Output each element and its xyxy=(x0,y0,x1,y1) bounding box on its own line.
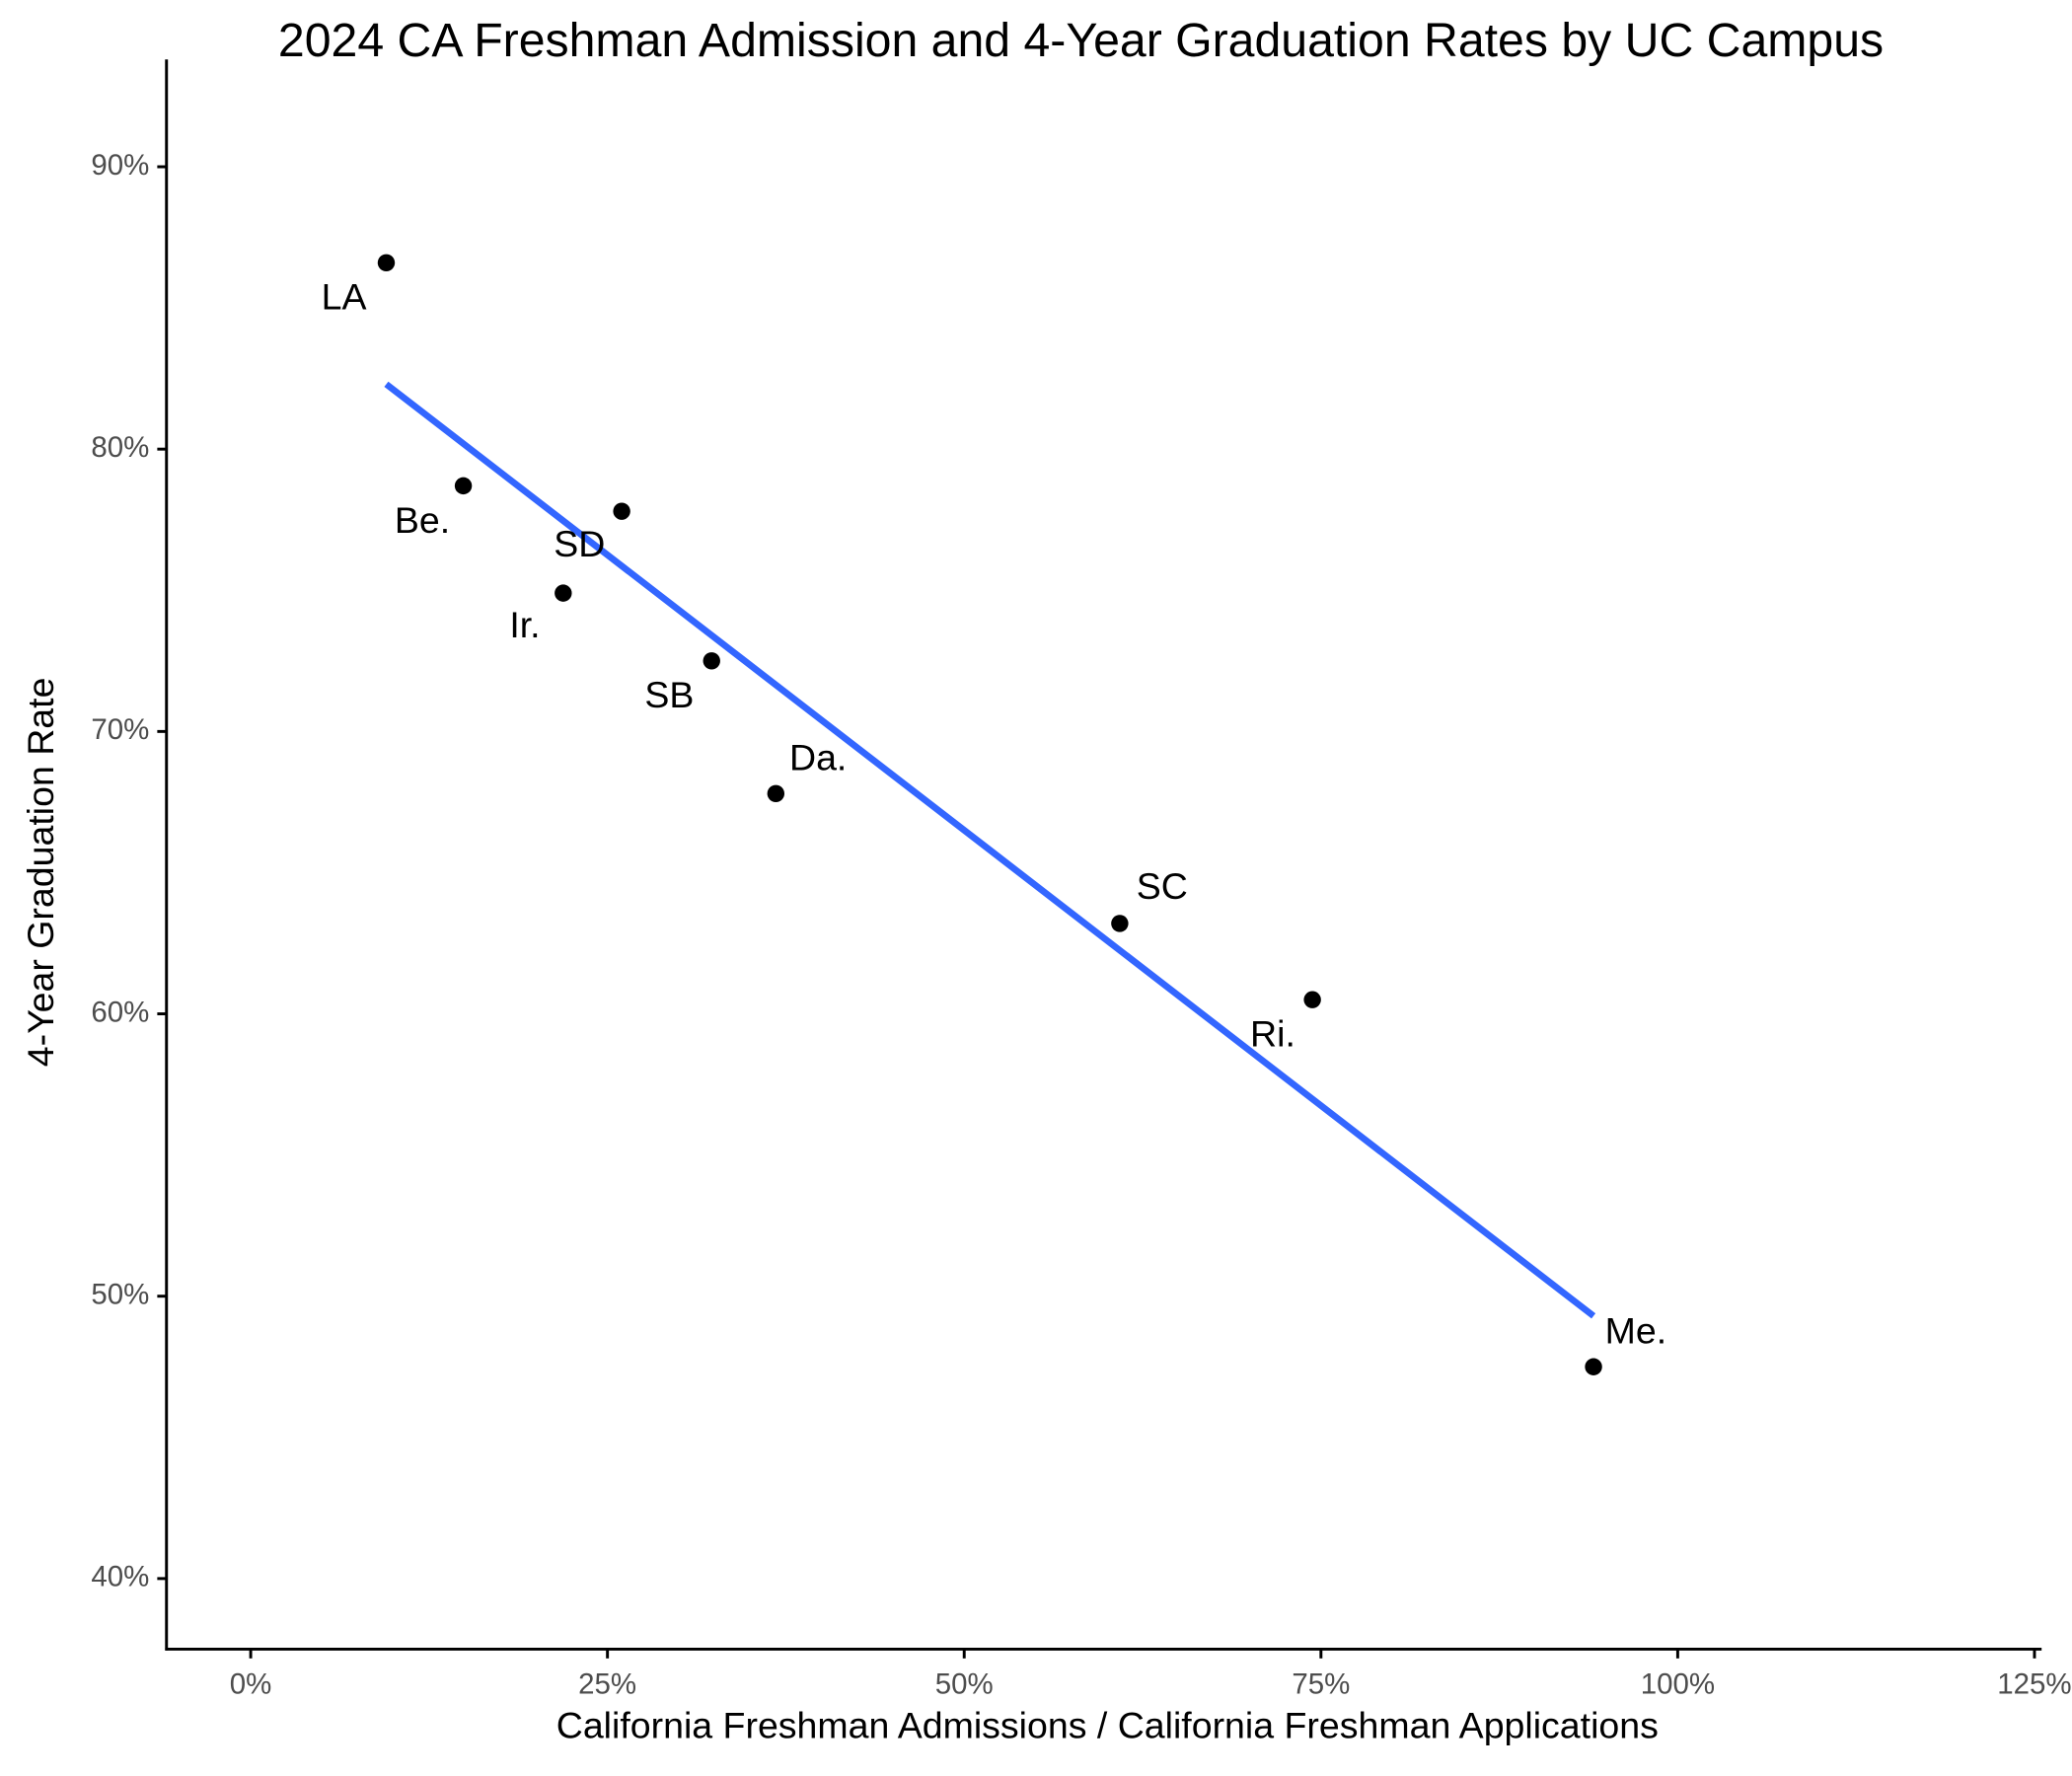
point xyxy=(613,502,630,520)
point xyxy=(767,784,785,803)
point xyxy=(1303,991,1321,1008)
chart-title: 2024 CA Freshman Admission and 4-Year Gr… xyxy=(278,14,1884,67)
point-label: Ri. xyxy=(1250,1013,1295,1055)
point xyxy=(555,584,572,602)
point xyxy=(454,477,473,495)
point-label: Me. xyxy=(1605,1310,1667,1352)
x-tick-label: 125% xyxy=(1997,1668,2071,1701)
y-tick-label: 60% xyxy=(91,996,149,1028)
x-axis-label: California Freshman Admissions / Califor… xyxy=(556,1705,1659,1746)
point xyxy=(377,254,396,272)
point-label: Da. xyxy=(789,737,847,778)
x-tick-label: 25% xyxy=(578,1668,636,1701)
point xyxy=(703,652,720,670)
point-label: SD xyxy=(554,523,605,564)
y-tick-label: 50% xyxy=(91,1278,149,1310)
x-tick-label: 50% xyxy=(935,1668,994,1701)
y-tick-label: 70% xyxy=(91,713,149,746)
y-axis-label: 4-Year Graduation Rate xyxy=(20,678,61,1068)
point-label: SB xyxy=(644,674,694,715)
point xyxy=(1585,1358,1602,1375)
point-label: LA xyxy=(322,276,367,318)
point xyxy=(1111,915,1129,932)
trend-line xyxy=(384,381,1596,1319)
point-label: SC xyxy=(1137,865,1188,907)
y-tick-label: 90% xyxy=(91,149,149,182)
x-tick-label: 75% xyxy=(1292,1668,1350,1701)
y-tick-label: 80% xyxy=(91,431,149,464)
y-tick-label: 40% xyxy=(91,1561,149,1593)
point-label: Ir. xyxy=(509,604,540,645)
x-tick-label: 100% xyxy=(1641,1668,1715,1701)
point-label: Be. xyxy=(395,499,450,541)
x-tick-label: 0% xyxy=(230,1668,272,1701)
